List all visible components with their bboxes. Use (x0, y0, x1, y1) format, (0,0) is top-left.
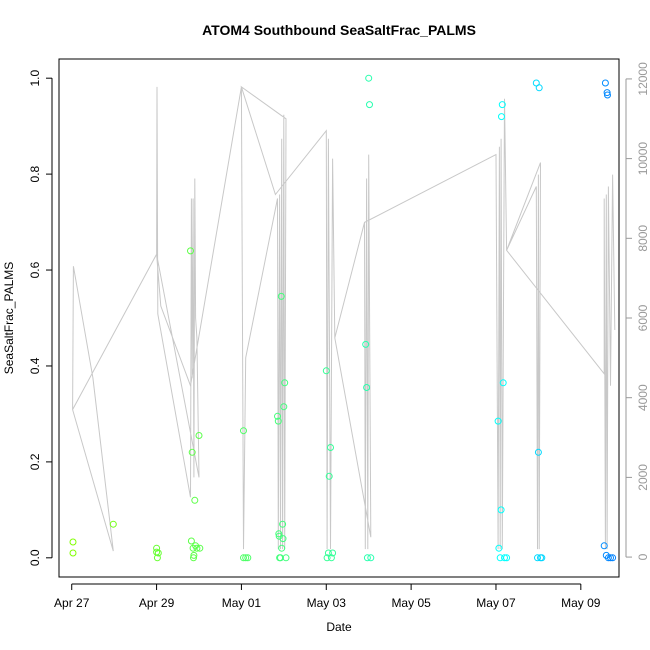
x-tick-label: May 05 (391, 596, 431, 610)
data-point (323, 554, 331, 562)
data-point (275, 530, 283, 538)
data-point (240, 554, 247, 562)
data-point (274, 417, 282, 425)
data-point (153, 554, 161, 562)
data-point (190, 551, 198, 559)
data-point (503, 554, 511, 562)
data-point (499, 379, 507, 387)
data-point (277, 292, 285, 300)
x-tick-label: May 03 (307, 596, 347, 610)
data-point (279, 520, 287, 528)
data-point (363, 384, 371, 391)
data-point (498, 113, 505, 121)
y2-tick-label: 0 (636, 553, 650, 560)
data-point (322, 367, 330, 375)
data-point (363, 554, 371, 562)
data-point (188, 448, 196, 456)
data-point (154, 549, 162, 557)
data-point (325, 472, 333, 480)
points-layer (69, 74, 617, 562)
data-point (187, 247, 194, 255)
data-point (279, 535, 287, 543)
y2-tick-label: 2000 (636, 464, 650, 491)
data-point (535, 84, 543, 92)
y2-tick-label: 10000 (636, 142, 650, 176)
data-point (609, 554, 617, 562)
data-point (534, 554, 541, 562)
data-point (501, 554, 508, 562)
data-point (497, 506, 505, 514)
data-point (366, 101, 373, 109)
data-point (607, 554, 614, 562)
y2-tick-label: 6000 (636, 304, 650, 331)
data-point (604, 91, 611, 99)
data-point (191, 496, 199, 504)
data-point (190, 554, 197, 562)
data-point (196, 544, 204, 552)
data-point (69, 549, 77, 557)
data-point (604, 554, 612, 562)
y-tick-label: 0.6 (28, 261, 42, 278)
data-point (282, 554, 290, 562)
x-axis-label: Date (326, 620, 352, 634)
data-point (367, 554, 375, 562)
y-tick-label: 0.8 (28, 165, 42, 182)
x-tick-label: May 09 (561, 596, 601, 610)
x-tick-label: May 01 (222, 596, 262, 610)
y-tick-label: 1.0 (28, 70, 42, 87)
data-point (495, 544, 503, 552)
data-point (274, 412, 281, 420)
data-point (109, 520, 117, 528)
x-tick-label: Apr 29 (139, 596, 175, 610)
y-tick-label: 0.4 (28, 357, 42, 374)
data-point (187, 537, 195, 545)
x-tick-label: May 07 (476, 596, 516, 610)
y-tick-label: 0.2 (28, 453, 42, 470)
data-point (327, 554, 335, 562)
altitude-series-line (72, 85, 616, 552)
data-point (329, 549, 337, 557)
data-point (278, 544, 286, 552)
data-point (601, 79, 609, 87)
data-point (275, 532, 283, 540)
data-point (281, 379, 289, 387)
data-point (244, 554, 252, 562)
data-point (195, 432, 203, 439)
data-point (494, 417, 502, 425)
y-tick-label: 0.0 (28, 549, 42, 566)
data-point (534, 448, 542, 456)
data-point (327, 444, 334, 451)
data-point (193, 544, 201, 552)
y2-tick-label: 8000 (636, 225, 650, 252)
altitude-line-layer (72, 85, 616, 552)
y-axis-label: SeaSaltFrac_PALMS (2, 262, 16, 375)
plot-frame (58, 58, 620, 578)
data-point (362, 340, 370, 348)
data-point (240, 427, 247, 435)
data-point (603, 89, 611, 97)
data-point (600, 542, 608, 550)
data-point (498, 101, 506, 109)
data-point (153, 544, 161, 552)
data-point (365, 74, 373, 82)
axes-layer: Apr 27 Apr 29 May 01 May 03 May 05 May 07 May … (28, 62, 650, 610)
data-point (242, 554, 250, 562)
data-point (69, 538, 77, 546)
x-tick-label: Apr 27 (54, 596, 90, 610)
y2-tick-label: 12000 (636, 62, 650, 96)
y2-tick-label: 4000 (636, 384, 650, 411)
data-point (538, 554, 546, 562)
data-point (280, 403, 288, 411)
chart-title: ATOM4 Southbound SeaSaltFrac_PALMS (202, 22, 476, 38)
